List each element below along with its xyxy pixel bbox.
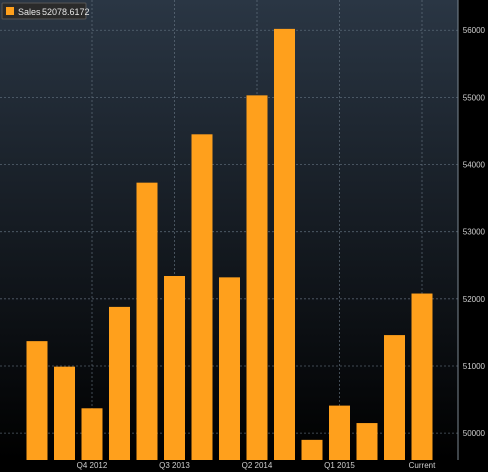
bar: [384, 335, 405, 460]
bar: [301, 439, 323, 460]
bar: [191, 134, 213, 460]
bar: [411, 293, 433, 460]
x-axis-ticks: Q4 2012 Q3 2013 Q2 2014 Q1 2015 Current: [77, 461, 436, 470]
bar: [164, 276, 185, 460]
y-tick-label: 56000: [463, 26, 486, 35]
x-tick-label: Q2 2014: [242, 461, 273, 470]
legend-swatch: [6, 7, 14, 15]
bar: [81, 408, 103, 460]
legend: Sales 52078.6172: [1, 2, 90, 20]
y-tick-label: 50000: [463, 429, 486, 438]
y-tick-label: 55000: [463, 93, 486, 102]
bar: [219, 277, 240, 460]
bar: [54, 366, 75, 460]
y-axis-ticks: 50000 51000 52000 53000 54000 55000 56000: [463, 26, 486, 438]
y-tick-label: 52000: [463, 295, 486, 304]
x-tick-label: Q3 2013: [159, 461, 190, 470]
bar: [136, 182, 158, 461]
y-tick-label: 54000: [463, 161, 486, 170]
legend-label: Sales: [18, 7, 41, 17]
x-tick-label: Current: [409, 461, 436, 470]
bar: [329, 405, 350, 460]
legend-value: 52078.6172: [42, 7, 90, 17]
legend-box: [1, 2, 87, 20]
bar: [356, 423, 378, 460]
bars: [26, 28, 433, 461]
bar: [246, 95, 268, 460]
bar: [274, 28, 295, 460]
y-tick-label: 51000: [463, 362, 486, 371]
bar: [26, 341, 48, 460]
y-tick-label: 53000: [463, 228, 486, 237]
x-tick-label: Q4 2012: [77, 461, 108, 470]
bar: [109, 306, 130, 460]
x-tick-label: Q1 2015: [324, 461, 355, 470]
